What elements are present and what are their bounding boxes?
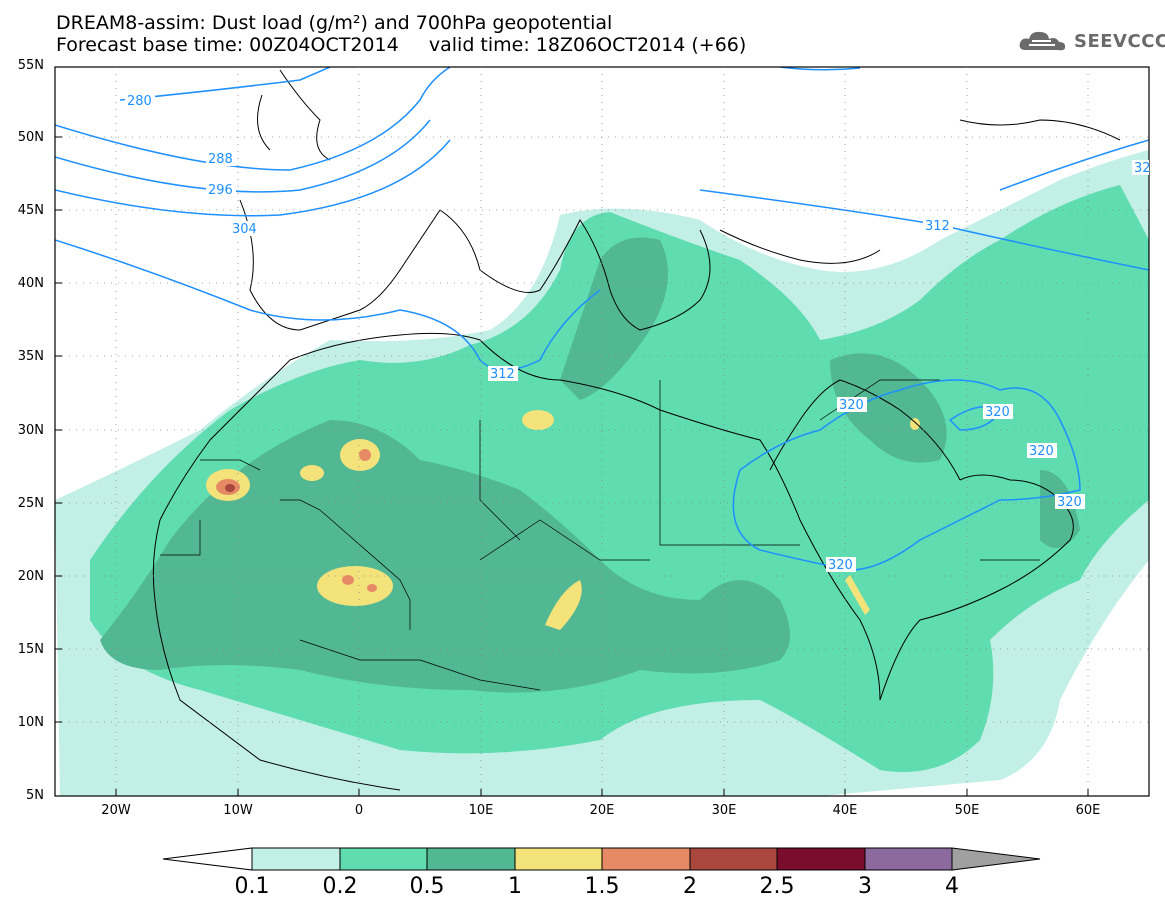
- contour-label: 320: [828, 558, 853, 573]
- colorbar-label: 2: [683, 874, 697, 899]
- lat-label: 55N: [17, 58, 44, 73]
- colorbar-label: 3: [858, 874, 872, 899]
- contour-label: 304: [232, 222, 257, 237]
- lat-label: 40N: [17, 276, 44, 291]
- graticule: [55, 67, 1149, 796]
- lat-label: 50N: [17, 130, 44, 145]
- lat-label: 15N: [17, 642, 44, 657]
- forecast-time-info: Forecast base time: 00Z04OCT2014 valid t…: [56, 34, 747, 56]
- colorbar-label: 1.5: [584, 874, 620, 899]
- seevccc-logo: SEEVCCC: [1018, 28, 1165, 54]
- lon-label: 60E: [1075, 803, 1101, 818]
- contour-label: 320: [985, 405, 1010, 420]
- contour-label: 312: [490, 367, 515, 382]
- contour-label: 312: [925, 219, 950, 234]
- lat-label: 25N: [17, 496, 44, 511]
- dust-level-0.5: [100, 237, 1080, 693]
- colorbar-swatch: [514, 847, 603, 871]
- contour-label: 296: [208, 183, 233, 198]
- contour-label: 288: [208, 152, 233, 167]
- colorbar-swatch: [689, 847, 778, 871]
- lat-label: 45N: [17, 203, 44, 218]
- lat-label: 30N: [17, 423, 44, 438]
- contour-label: 320: [1057, 495, 1082, 510]
- lon-label: 20E: [589, 803, 615, 818]
- lat-label: 5N: [26, 788, 44, 803]
- contour-label: 320: [1029, 444, 1054, 459]
- colorbar-swatch: [601, 847, 691, 871]
- colorbar-high-arrow: [951, 847, 1041, 871]
- coastlines: [152, 69, 1121, 791]
- contour-label: 32: [1134, 161, 1151, 176]
- colorbar-label: 4: [945, 874, 959, 899]
- lon-label: 0: [354, 803, 364, 818]
- lon-label: 10E: [468, 803, 494, 818]
- logo-text: SEEVCCC: [1074, 30, 1165, 52]
- chart-title: DREAM8-assim: Dust load (g/m²) and 700hP…: [56, 12, 613, 34]
- lat-label: 35N: [17, 349, 44, 364]
- lon-label: 10W: [223, 803, 253, 818]
- lon-label: 30E: [711, 803, 737, 818]
- colorbar-label: 0.5: [409, 874, 445, 899]
- cloud-icon: [1019, 31, 1066, 51]
- colorbar-label: 0.2: [322, 874, 358, 899]
- colorbar-swatch: [426, 847, 516, 871]
- contour-label: 280: [127, 94, 152, 109]
- lon-label: 50E: [954, 803, 980, 818]
- colorbar-swatch: [776, 847, 866, 871]
- colorbar-swatch: [251, 847, 341, 871]
- lat-label: 20N: [17, 569, 44, 584]
- contour-label: 320: [839, 398, 864, 413]
- dust-level-2: [225, 484, 235, 492]
- lon-label: 20W: [101, 803, 131, 818]
- contour-label-group: 280 288 296 304 312 312 320 320 320 320 …: [125, 93, 1151, 573]
- axis-ticks: [55, 136, 1089, 796]
- lon-label: 40E: [832, 803, 858, 818]
- colorbar-low-arrow: [162, 847, 253, 871]
- lat-label: 10N: [17, 715, 44, 730]
- colorbar: [162, 847, 1041, 871]
- colorbar-swatch: [864, 847, 953, 871]
- colorbar-label: 1: [508, 874, 522, 899]
- colorbar-label: 0.1: [234, 874, 270, 899]
- colorbar-label: 2.5: [759, 874, 795, 899]
- colorbar-swatch: [339, 847, 428, 871]
